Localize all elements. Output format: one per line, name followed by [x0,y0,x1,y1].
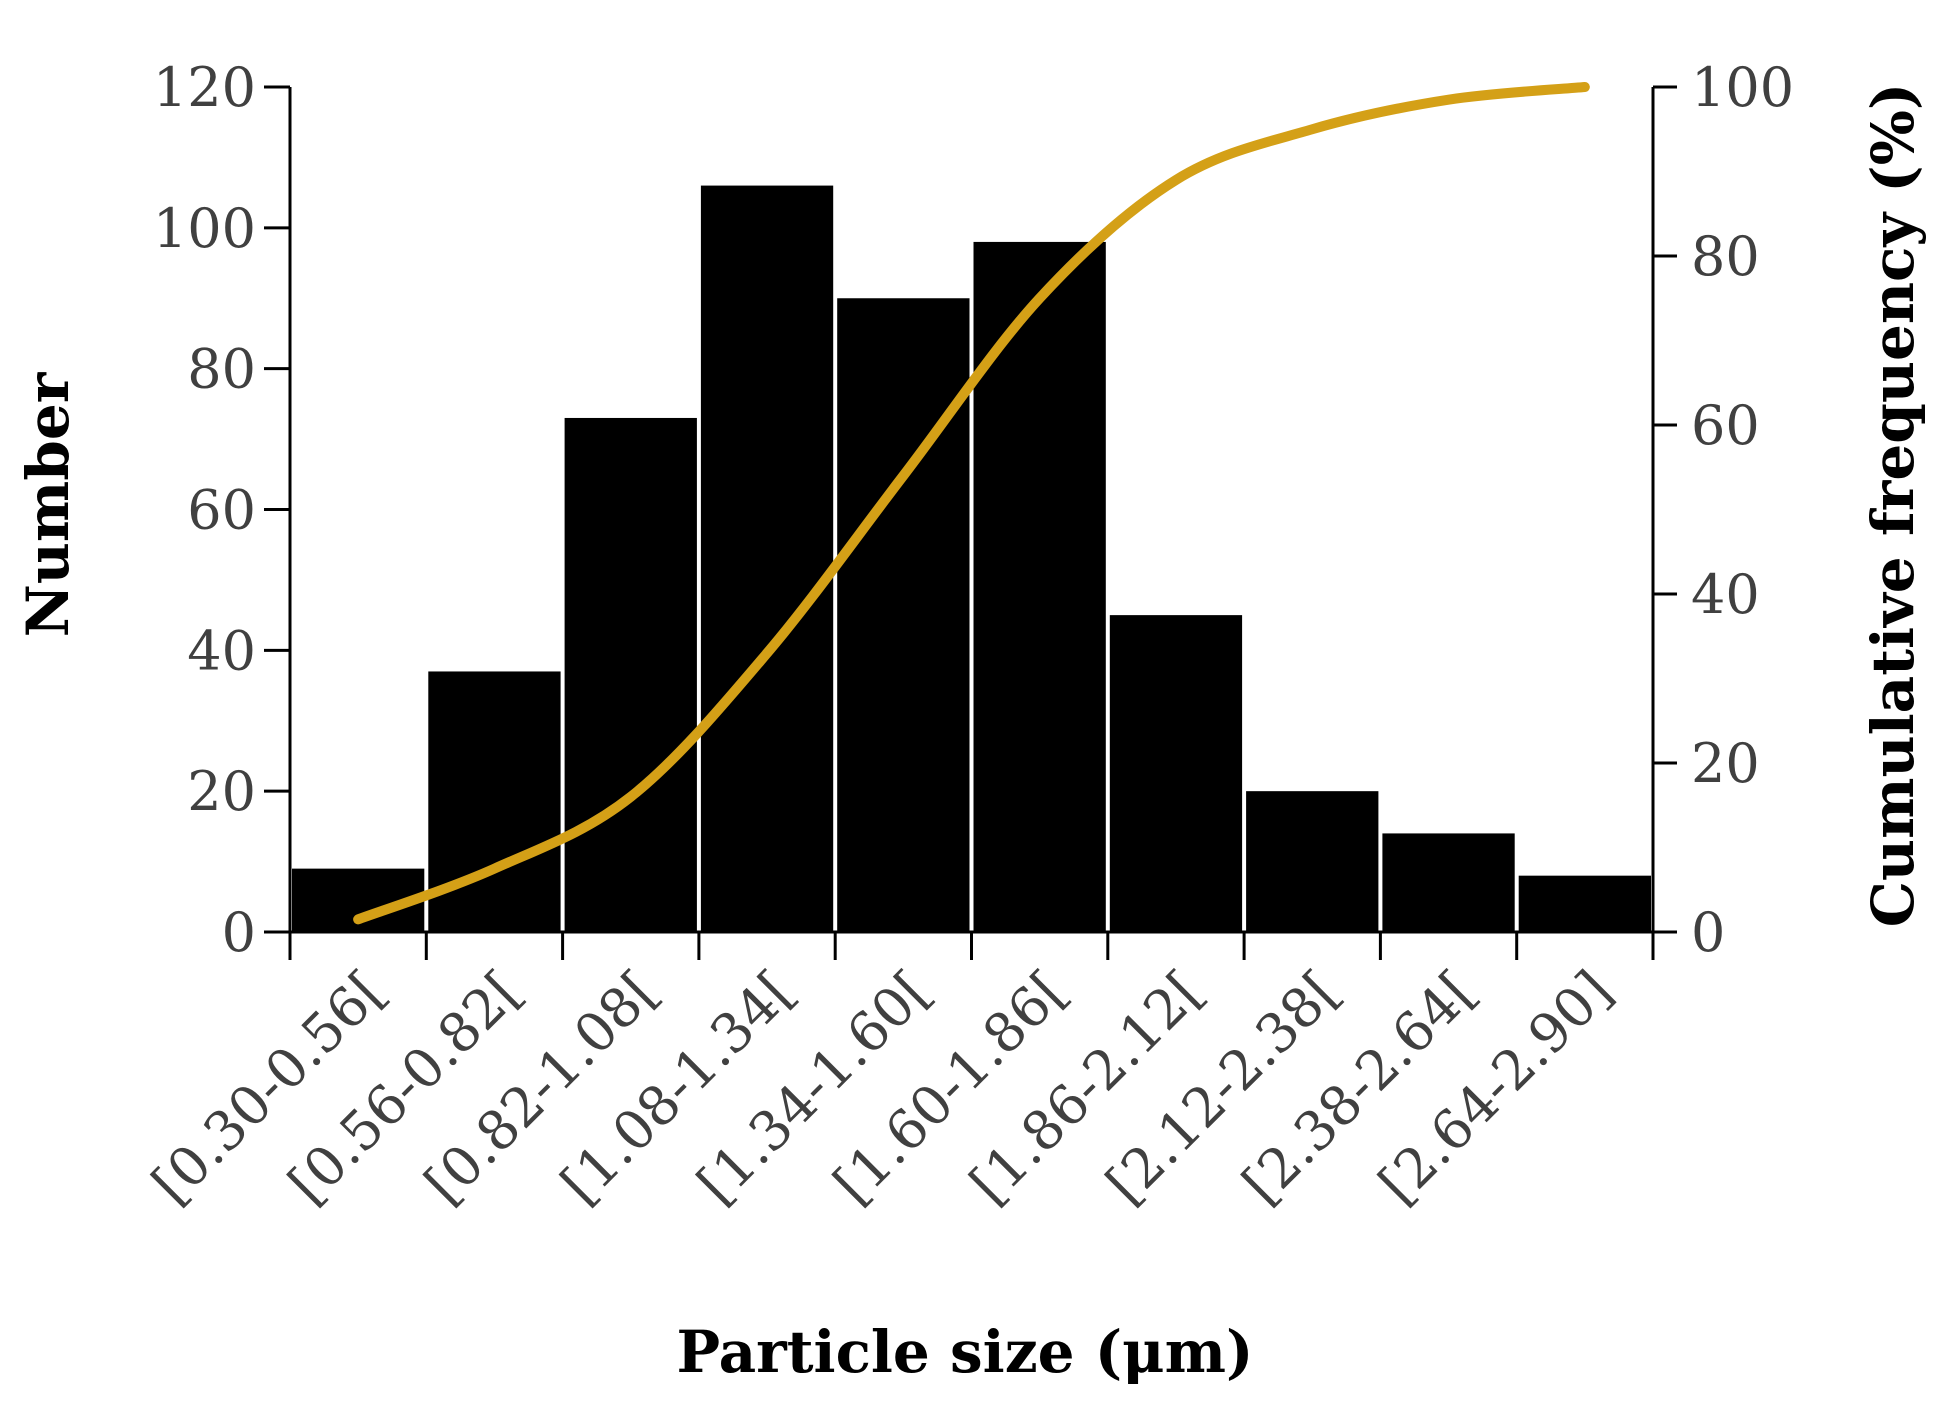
bar-6 [973,241,1106,932]
y2-tick-label: 80 [1691,225,1760,288]
y2-tick-label: 20 [1691,732,1760,795]
y-tick-label: 60 [187,479,256,542]
y-tick-label: 0 [222,901,256,964]
bars-group [292,185,1651,933]
x-axis-title: Particle size (μm) [677,1318,1254,1386]
y2-tick-label: 40 [1691,563,1760,626]
bar-8 [1246,791,1379,932]
y-tick-label: 40 [187,619,256,682]
y2-tick-label: 60 [1691,394,1760,457]
y-tick-label: 100 [153,197,256,260]
y-tick-label: 80 [187,338,256,401]
y2-axis-title: Cumulative frequency (%) [1859,83,1927,928]
bar-7 [1109,615,1243,932]
bar-10 [1518,875,1651,932]
bar-9 [1382,833,1515,932]
y-axis-title: Number [14,371,82,637]
cumulative-line-group [353,82,1590,925]
bar-4 [700,185,834,933]
y2-tick-label: 100 [1691,56,1794,119]
bar-3 [564,417,697,932]
axes-group [264,85,1677,960]
y2-tick-label: 0 [1691,901,1725,964]
y-tick-label: 120 [153,56,256,119]
cumulative-frequency-line [353,82,1590,925]
bar-5 [837,298,970,932]
y-tick-label: 20 [187,760,256,823]
bar-2 [428,671,561,932]
